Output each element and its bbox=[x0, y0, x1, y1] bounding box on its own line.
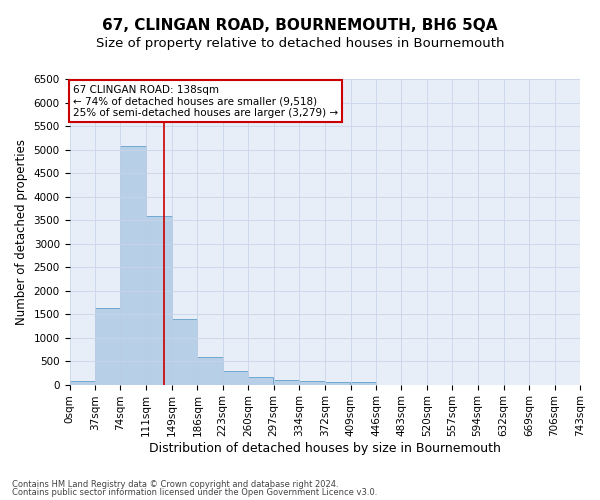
X-axis label: Distribution of detached houses by size in Bournemouth: Distribution of detached houses by size … bbox=[149, 442, 501, 455]
Text: 67, CLINGAN ROAD, BOURNEMOUTH, BH6 5QA: 67, CLINGAN ROAD, BOURNEMOUTH, BH6 5QA bbox=[102, 18, 498, 32]
Bar bbox=[95, 308, 120, 384]
Bar bbox=[197, 357, 223, 384]
Y-axis label: Number of detached properties: Number of detached properties bbox=[15, 139, 28, 325]
Bar bbox=[70, 381, 95, 384]
Text: Contains public sector information licensed under the Open Government Licence v3: Contains public sector information licen… bbox=[12, 488, 377, 497]
Bar bbox=[172, 319, 197, 384]
Text: Size of property relative to detached houses in Bournemouth: Size of property relative to detached ho… bbox=[96, 38, 504, 51]
Bar bbox=[274, 380, 299, 384]
Bar bbox=[121, 146, 146, 384]
Bar bbox=[325, 382, 350, 384]
Bar bbox=[146, 216, 172, 384]
Text: Contains HM Land Registry data © Crown copyright and database right 2024.: Contains HM Land Registry data © Crown c… bbox=[12, 480, 338, 489]
Bar bbox=[299, 381, 325, 384]
Bar bbox=[223, 370, 248, 384]
Text: 67 CLINGAN ROAD: 138sqm
← 74% of detached houses are smaller (9,518)
25% of semi: 67 CLINGAN ROAD: 138sqm ← 74% of detache… bbox=[73, 84, 338, 118]
Bar bbox=[248, 378, 274, 384]
Bar bbox=[350, 382, 376, 384]
